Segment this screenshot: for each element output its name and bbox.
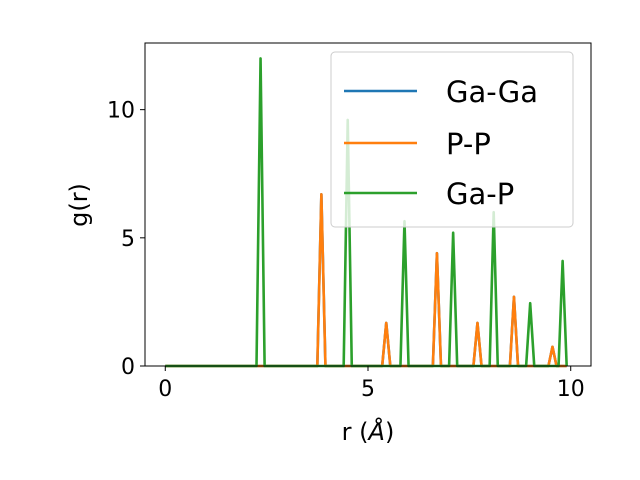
- legend-box: [330, 51, 574, 228]
- x-axis-label: r (Å): [342, 417, 395, 446]
- y-axis-label: g(r): [65, 183, 93, 227]
- x-tick-label: 0: [158, 377, 172, 402]
- x-tick-label: 5: [361, 377, 375, 402]
- legend: Ga-Ga P-P Ga-P: [330, 51, 574, 228]
- legend-label-p-p: P-P: [446, 127, 491, 161]
- y-tick-label: 0: [121, 355, 135, 380]
- legend-label-ga-ga: Ga-Ga: [446, 75, 538, 109]
- y-tick-label: 5: [121, 227, 135, 252]
- x-axis: 0 5 10: [158, 366, 585, 402]
- x-tick-label: 10: [557, 377, 585, 402]
- y-axis: 0 5 10: [107, 99, 145, 380]
- legend-label-ga-p: Ga-P: [446, 177, 514, 211]
- y-tick-label: 10: [107, 99, 135, 124]
